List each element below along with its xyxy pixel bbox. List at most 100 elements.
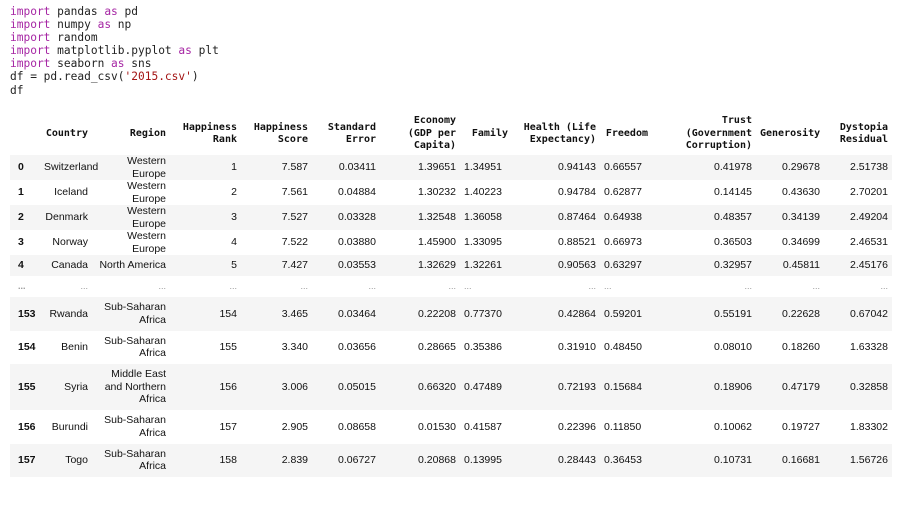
table-cell: 0.90563 — [512, 255, 600, 276]
table-cell: 0.03464 — [312, 297, 380, 331]
dataframe-output: Country Region Happiness Rank Happiness Sco… — [10, 113, 892, 477]
table-cell: 0.41978 — [652, 155, 756, 180]
table-cell: 1.32261 — [460, 255, 512, 276]
table-cell: 1.33095 — [464, 236, 502, 249]
row-index: 153 — [10, 297, 40, 331]
table-cell: 0.72193 — [512, 364, 600, 410]
code-text: matplotlib.pyplot — [50, 44, 179, 58]
code-line: df — [10, 83, 24, 97]
table-cell: ... — [880, 281, 888, 292]
table-row: 1 Iceland Western Europe 2 7.561 0.04884 1.302… — [10, 180, 892, 205]
table-cell: Middle East and Northern Africa — [92, 364, 170, 410]
row-index: 155 — [10, 364, 40, 410]
table-row: 0 Switzerland Western Europe 1 7.587 0.03411 1… — [10, 155, 892, 180]
table-cell: 0.77370 — [460, 297, 512, 331]
table-cell: 0.48450 — [604, 341, 642, 353]
table-cell: 3 — [170, 205, 241, 230]
row-index: 156 — [18, 420, 36, 433]
column-header: Dystopia Residual — [839, 121, 888, 146]
table-cell: ... — [604, 281, 612, 292]
row-index: ... — [18, 281, 26, 292]
table-cell: ... — [80, 281, 88, 292]
table-cell: 0.45811 — [756, 255, 824, 276]
table-cell: 0.43630 — [782, 186, 820, 199]
table-cell: 0.41587 — [464, 420, 502, 433]
table-cell: 0.19727 — [782, 420, 820, 433]
table-cell: Benin — [61, 341, 88, 353]
keyword: import — [10, 31, 51, 45]
table-row: ....................................... — [10, 276, 892, 297]
code-cell[interactable]: import pandas as pd import numpy as np imp… — [10, 5, 219, 97]
table-cell: Sub-Saharan Africa — [92, 297, 170, 331]
table-cell: 0.10062 — [714, 420, 752, 433]
string-literal: '2015.csv' — [124, 70, 192, 84]
table-cell: 1.30232 — [418, 186, 456, 199]
table-cell: Switzerland — [40, 155, 98, 180]
table-cell: 0.29678 — [756, 155, 824, 180]
table-cell: 7.427 — [241, 255, 312, 276]
keyword: import — [10, 5, 51, 18]
table-cell: 0.59201 — [600, 297, 652, 331]
table-cell: 0.28443 — [512, 443, 600, 477]
table-cell: 1.63328 — [850, 341, 888, 353]
table-cell: ... — [464, 281, 472, 292]
table-cell: 0.34699 — [782, 236, 820, 249]
table-cell: 0.55191 — [652, 297, 756, 331]
table-cell: 0.36453 — [600, 443, 652, 477]
code-line: import matplotlib.pyplot as plt — [10, 44, 219, 57]
table-cell: 158 — [170, 443, 241, 477]
table-cell: 155 — [219, 341, 237, 353]
table-cell: 0.18906 — [652, 364, 756, 410]
table-cell: ... — [229, 281, 237, 292]
table-cell: 0.22208 — [380, 297, 460, 331]
row-index: 0 — [10, 155, 40, 180]
table-cell: 7.587 — [241, 155, 312, 180]
column-header: Freedom — [605, 127, 648, 139]
code-text: seaborn — [50, 57, 112, 71]
table-cell: 0.03553 — [312, 255, 380, 276]
table-cell: 0.64938 — [600, 205, 652, 230]
table-cell: ... — [448, 281, 456, 292]
table-cell: Sub-Saharan Africa — [104, 334, 166, 360]
table-cell: Iceland — [54, 186, 88, 199]
table-cell: 4 — [231, 236, 237, 249]
keyword: import — [10, 44, 51, 58]
row-index: 1 — [18, 186, 24, 199]
table-cell: 0.11850 — [604, 420, 642, 433]
code-text: sns — [124, 57, 152, 71]
table-cell: 2.45176 — [824, 255, 892, 276]
keyword: as — [97, 18, 112, 32]
table-cell: 3.340 — [281, 341, 308, 353]
table-cell: 3.465 — [241, 297, 312, 331]
table-cell: 0.88521 — [558, 236, 596, 249]
table-cell: 0.15684 — [600, 364, 652, 410]
table-row: 2 Denmark Western Europe 3 7.527 0.03328 1.325… — [10, 205, 892, 230]
table-cell: 0.08658 — [338, 420, 376, 433]
table-cell: Canada — [40, 255, 92, 276]
table-cell: 1.32548 — [380, 205, 460, 230]
table-cell: 0.62877 — [604, 186, 642, 199]
table-cell: Syria — [40, 364, 92, 410]
column-header: Trust (Government Corruption) — [685, 115, 752, 152]
table-cell: 0.28665 — [418, 341, 456, 353]
table-cell: 0.94143 — [512, 155, 600, 180]
table-cell: 3.006 — [241, 364, 312, 410]
table-cell: North America — [92, 255, 170, 276]
code-line: import random — [10, 31, 219, 44]
column-header: Standard Error — [327, 121, 376, 146]
table-cell: 157 — [219, 420, 237, 433]
table-cell: 0.32858 — [824, 364, 892, 410]
table-cell: 2.905 — [281, 420, 308, 433]
table-cell: 1.83302 — [850, 420, 888, 433]
table-row: 3 Norway Western Europe 4 7.522 0.03880 1.4590… — [10, 230, 892, 255]
table-cell: 0.47179 — [756, 364, 824, 410]
table-cell: 0.16681 — [756, 443, 824, 477]
table-cell: 2 — [231, 186, 237, 199]
table-cell: 0.66973 — [604, 236, 642, 249]
row-index: 4 — [10, 255, 40, 276]
table-cell: 0.22396 — [558, 420, 596, 433]
table-cell: 1.56726 — [824, 443, 892, 477]
table-cell: 0.06727 — [312, 443, 380, 477]
table-cell: 1.40223 — [464, 186, 502, 199]
table-cell: 0.18260 — [782, 341, 820, 353]
